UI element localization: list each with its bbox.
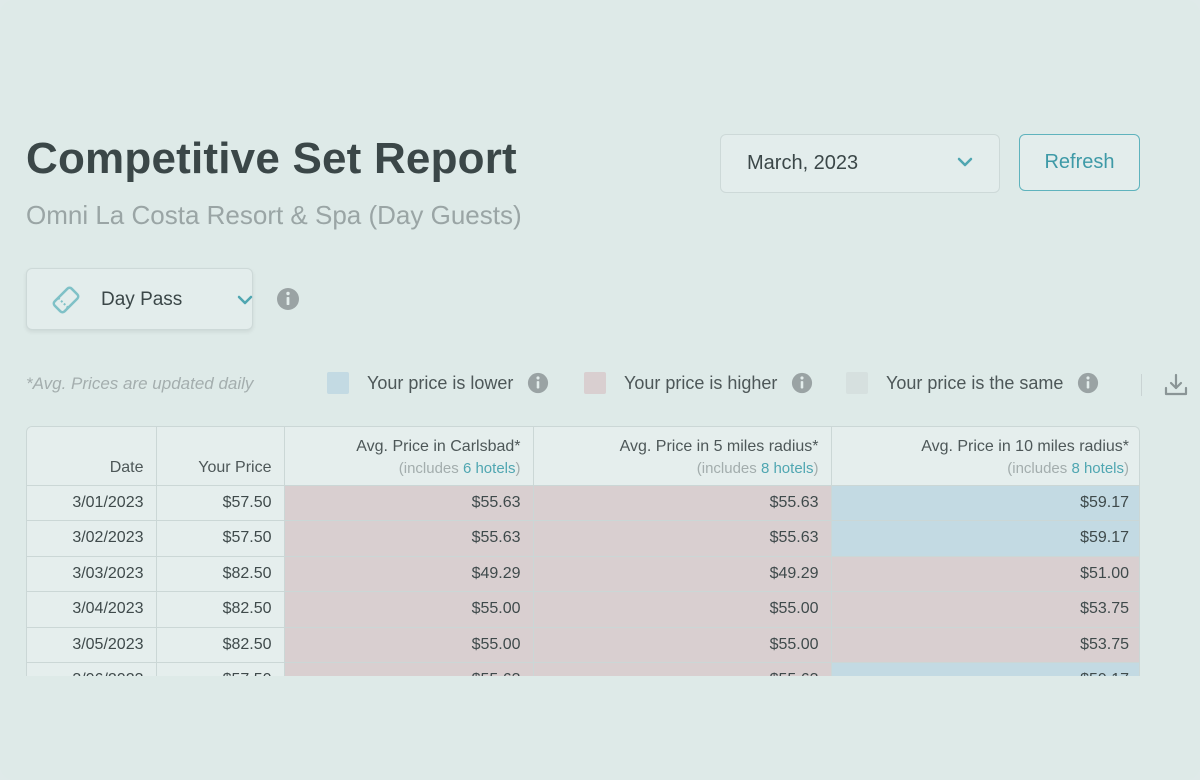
cell-your-price: $82.50 xyxy=(156,627,285,663)
cell-date: 3/04/2023 xyxy=(27,591,157,628)
column-header-5-mile-radius[interactable]: Avg. Price in 5 miles radius* (includes … xyxy=(533,427,832,486)
cell-radius10-price: $59.17 xyxy=(831,520,1139,557)
product-select[interactable]: Day Pass xyxy=(26,268,253,330)
cell-date: 3/01/2023 xyxy=(27,485,157,521)
lower-swatch xyxy=(327,372,349,394)
cell-carlsbad-price: $55.00 xyxy=(284,627,534,663)
column-header-10-mile-radius[interactable]: Avg. Price in 10 miles radius* (includes… xyxy=(831,427,1139,486)
column-header-label: Avg. Price in 10 miles radius* xyxy=(921,437,1129,455)
cell-your-price: $57.50 xyxy=(156,485,285,521)
cell-radius10-price: $53.75 xyxy=(831,627,1139,663)
table-row: 3/05/2023 $82.50 $55.00 $55.00 $53.75 xyxy=(27,627,1139,663)
sub-suffix: ) xyxy=(813,459,819,477)
cell-carlsbad-price: $55.63 xyxy=(284,520,534,557)
page-title: Competitive Set Report xyxy=(26,134,517,183)
cell-carlsbad-price: $55.00 xyxy=(284,591,534,628)
cell-date: 3/02/2023 xyxy=(27,520,157,557)
legend-divider xyxy=(1141,374,1142,396)
column-header-date[interactable]: Date xyxy=(27,427,157,486)
table-header-row: Date Your Price Avg. Price in Carlsbad* … xyxy=(27,427,1139,486)
table-row: 3/06/2023$57.50$55.63$55.63$59.17 xyxy=(27,662,1139,676)
product-select-value: Day Pass xyxy=(101,289,183,310)
column-header-label: Your Price xyxy=(198,458,272,476)
table-body: 3/01/2023 $57.50 $55.63 $55.63 $59.17 3/02/20… xyxy=(27,485,1139,676)
legend-higher-label: Your price is higher xyxy=(624,372,778,393)
cell-your-price: $82.50 xyxy=(156,591,285,628)
cell-your-price: $57.50 xyxy=(156,520,285,557)
column-header-label: Avg. Price in 5 miles radius* xyxy=(619,437,819,455)
cell-radius5-price: $55.63 xyxy=(533,520,832,557)
cell-your-price: $57.50 xyxy=(156,662,285,676)
cell-radius5-price: $49.29 xyxy=(533,556,832,592)
legend-lower: Your price is lower xyxy=(327,372,549,394)
sub-prefix: (includes xyxy=(1007,459,1072,477)
column-header-your-price[interactable]: Your Price xyxy=(156,427,285,486)
ticket-icon xyxy=(52,286,80,314)
sub-suffix: ) xyxy=(1124,459,1129,477)
info-icon[interactable] xyxy=(1077,372,1099,394)
price-table-container[interactable]: Date Your Price Avg. Price in Carlsbad* … xyxy=(26,426,1140,676)
info-icon[interactable] xyxy=(791,372,813,394)
chevron-down-icon xyxy=(957,157,973,167)
cell-radius5-price: $55.63 xyxy=(533,485,832,521)
sub-suffix: ) xyxy=(515,459,521,477)
month-select-value: March, 2023 xyxy=(747,152,859,174)
info-icon[interactable] xyxy=(527,372,549,394)
legend-note: *Avg. Prices are updated daily xyxy=(26,374,254,393)
cell-your-price: $82.50 xyxy=(156,556,285,592)
info-icon[interactable] xyxy=(276,287,300,311)
legend-same: Your price is the same xyxy=(846,372,1099,394)
column-header-sub: (includes 8 hotels) xyxy=(534,460,819,477)
cell-carlsbad-price: $49.29 xyxy=(284,556,534,592)
cell-radius10-price: $59.17 xyxy=(831,662,1139,676)
legend-lower-label: Your price is lower xyxy=(367,372,514,393)
column-header-sub: (includes 6 hotels) xyxy=(285,460,521,477)
table-row: 3/01/2023 $57.50 $55.63 $55.63 $59.17 xyxy=(27,485,1139,521)
cell-radius5-price: $55.63 xyxy=(533,662,832,676)
cell-date: 3/05/2023 xyxy=(27,627,157,663)
cell-carlsbad-price: $55.63 xyxy=(284,485,534,521)
column-header-label: Date xyxy=(109,458,144,476)
higher-swatch xyxy=(584,372,606,394)
same-swatch xyxy=(846,372,868,394)
page-subtitle: Omni La Costa Resort & Spa (Day Guests) xyxy=(26,200,522,230)
cell-carlsbad-price: $55.63 xyxy=(284,662,534,676)
hotels-link[interactable]: 8 hotels xyxy=(1071,459,1124,477)
price-table: Date Your Price Avg. Price in Carlsbad* … xyxy=(27,427,1139,676)
cell-radius10-price: $59.17 xyxy=(831,485,1139,521)
hotels-link[interactable]: 8 hotels xyxy=(760,459,814,477)
download-icon[interactable] xyxy=(1163,372,1189,398)
cell-radius5-price: $55.00 xyxy=(533,627,832,663)
chevron-down-icon xyxy=(237,295,253,305)
table-row: 3/03/2023 $82.50 $49.29 $49.29 $51.00 xyxy=(27,556,1139,592)
month-select[interactable]: March, 2023 xyxy=(720,134,1000,193)
refresh-button[interactable]: Refresh xyxy=(1019,134,1140,191)
cell-date: 3/06/2023 xyxy=(27,662,157,676)
column-header-carlsbad[interactable]: Avg. Price in Carlsbad* (includes 6 hote… xyxy=(284,427,534,486)
legend-same-label: Your price is the same xyxy=(886,372,1064,393)
column-header-sub: (includes 8 hotels) xyxy=(832,459,1129,477)
cell-radius5-price: $55.00 xyxy=(533,591,832,628)
sub-prefix: (includes xyxy=(398,459,463,477)
legend-higher: Your price is higher xyxy=(584,372,813,394)
cell-radius10-price: $53.75 xyxy=(831,591,1139,628)
cell-radius10-price: $51.00 xyxy=(831,556,1139,592)
hotels-link[interactable]: 6 hotels xyxy=(462,459,516,477)
table-row: 3/02/2023 $57.50 $55.63 $55.63 $59.17 xyxy=(27,520,1139,557)
cell-date: 3/03/2023 xyxy=(27,556,157,592)
sub-prefix: (includes xyxy=(696,459,761,477)
column-header-label: Avg. Price in Carlsbad* xyxy=(356,437,521,455)
table-row: 3/04/2023 $82.50 $55.00 $55.00 $53.75 xyxy=(27,591,1139,628)
